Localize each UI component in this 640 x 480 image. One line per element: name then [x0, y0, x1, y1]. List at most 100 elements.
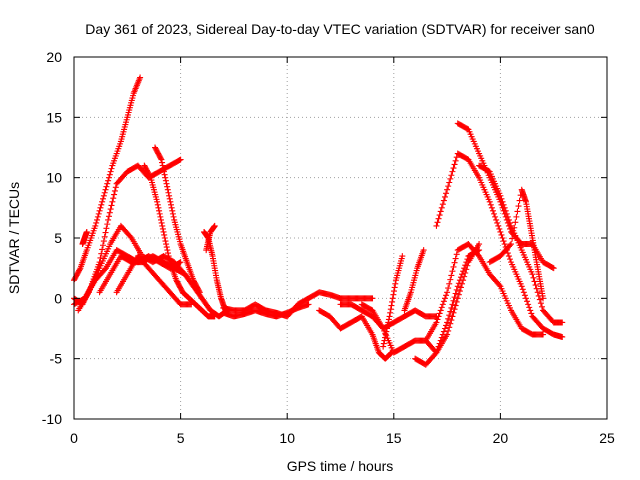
data-point [112, 184, 119, 191]
data-point [168, 204, 175, 211]
data-point [166, 192, 173, 199]
series-track-j [203, 222, 218, 254]
axis-ticks: 0 5 10 15 20 25 -10 -5 0 5 10 15 20 [42, 49, 615, 446]
data-point [447, 308, 454, 315]
data-point [108, 165, 115, 172]
data-point [176, 259, 183, 266]
data-point [441, 325, 448, 332]
data-point [550, 265, 557, 272]
data-point [163, 244, 170, 251]
data-point [457, 274, 464, 281]
data-point [97, 204, 104, 211]
data-points [71, 74, 566, 368]
data-point [515, 203, 522, 210]
data-point [503, 210, 510, 217]
data-point [436, 340, 443, 347]
data-point [96, 207, 103, 214]
series-track-n [316, 307, 395, 362]
data-point [447, 175, 454, 182]
data-point [519, 286, 526, 293]
x-tick-label: 15 [386, 430, 402, 446]
data-point [391, 284, 398, 291]
data-point [111, 191, 118, 198]
data-point [385, 319, 392, 326]
data-point [389, 298, 396, 305]
y-tick-label: 10 [46, 170, 62, 186]
data-point [447, 276, 454, 283]
series-track-u [433, 150, 566, 340]
data-point [452, 290, 459, 297]
data-point [485, 168, 492, 175]
data-point [516, 197, 523, 204]
series-track-s [412, 247, 483, 368]
data-point [162, 174, 169, 181]
data-point [433, 222, 440, 229]
data-point [438, 334, 445, 341]
data-point [158, 156, 165, 163]
data-point [196, 288, 203, 295]
data-point [161, 231, 168, 238]
data-point [559, 319, 566, 326]
data-point [305, 301, 312, 308]
data-point [510, 230, 517, 237]
data-point [448, 304, 455, 311]
data-point [452, 302, 459, 309]
data-point [446, 312, 453, 319]
data-point [387, 306, 394, 313]
data-point [513, 213, 520, 220]
series-track-f [152, 144, 203, 296]
data-point [154, 201, 161, 208]
data-point [104, 180, 111, 187]
data-point [99, 198, 106, 205]
data-point [505, 216, 512, 223]
data-point [102, 186, 109, 193]
data-point [164, 186, 171, 193]
data-point [167, 198, 174, 205]
data-point [462, 262, 469, 269]
data-point [438, 304, 445, 311]
data-point [496, 225, 503, 232]
data-point [527, 307, 534, 314]
series-track-p [358, 241, 483, 356]
data-point [454, 283, 461, 290]
data-point [383, 325, 390, 332]
y-tick-label: -5 [50, 351, 63, 367]
data-point [487, 201, 494, 208]
data-point [450, 263, 457, 270]
data-point [440, 298, 447, 305]
series-track-r [401, 247, 427, 314]
x-tick-label: 10 [279, 430, 295, 446]
data-point [108, 202, 115, 209]
data-point [499, 235, 506, 241]
data-point [518, 283, 525, 290]
data-point [491, 210, 498, 217]
data-point [169, 207, 176, 214]
data-point [453, 251, 460, 258]
x-tick-label: 20 [493, 430, 509, 446]
data-point [486, 198, 493, 205]
x-axis-label: GPS time / hours [287, 458, 394, 474]
data-point [456, 277, 463, 284]
data-point [512, 219, 519, 226]
data-point [455, 280, 462, 287]
data-point [464, 256, 471, 263]
data-point [446, 280, 453, 287]
data-point [475, 251, 482, 258]
data-point [390, 291, 397, 298]
data-point [437, 337, 444, 344]
data-point [110, 195, 117, 202]
data-point [165, 250, 172, 257]
data-point [160, 165, 167, 172]
data-point [497, 192, 504, 199]
data-point [100, 238, 107, 245]
data-point [103, 183, 110, 190]
data-point [439, 201, 446, 208]
data-point [437, 307, 444, 314]
data-point [456, 288, 463, 295]
data-point [385, 316, 392, 323]
data-point [420, 247, 427, 254]
grid [74, 57, 607, 419]
data-point [451, 294, 458, 301]
data-point [443, 292, 450, 299]
data-point [435, 343, 442, 350]
